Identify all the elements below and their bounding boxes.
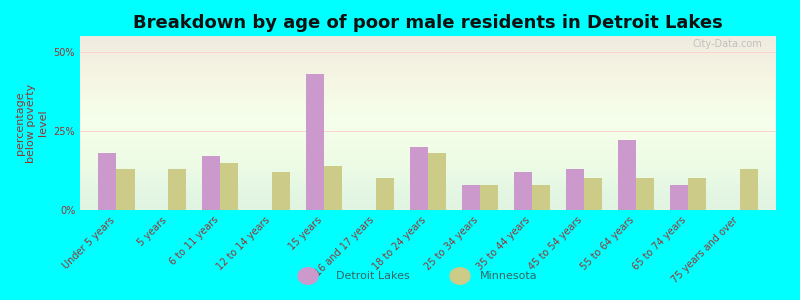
Bar <box>740 169 758 210</box>
Title: Breakdown by age of poor male residents in Detroit Lakes: Breakdown by age of poor male residents … <box>133 14 723 32</box>
Bar <box>272 172 290 210</box>
Bar <box>98 153 116 210</box>
Bar <box>306 74 324 210</box>
Y-axis label: percentage
below poverty
level: percentage below poverty level <box>14 83 48 163</box>
Bar <box>670 185 688 210</box>
Text: City-Data.com: City-Data.com <box>692 40 762 50</box>
Bar <box>584 178 602 210</box>
Bar <box>480 185 498 210</box>
Bar <box>514 172 532 210</box>
Bar <box>168 169 186 210</box>
Bar <box>636 178 654 210</box>
Bar <box>202 156 220 210</box>
Bar <box>428 153 446 210</box>
Text: Detroit Lakes: Detroit Lakes <box>336 271 410 281</box>
Bar <box>688 178 706 210</box>
Bar <box>116 169 134 210</box>
Bar <box>532 185 550 210</box>
Bar <box>410 147 428 210</box>
Bar <box>220 163 238 210</box>
Bar <box>618 140 636 210</box>
Bar <box>376 178 394 210</box>
Bar <box>566 169 584 210</box>
Bar <box>462 185 480 210</box>
Text: Minnesota: Minnesota <box>480 271 538 281</box>
Bar <box>324 166 342 210</box>
